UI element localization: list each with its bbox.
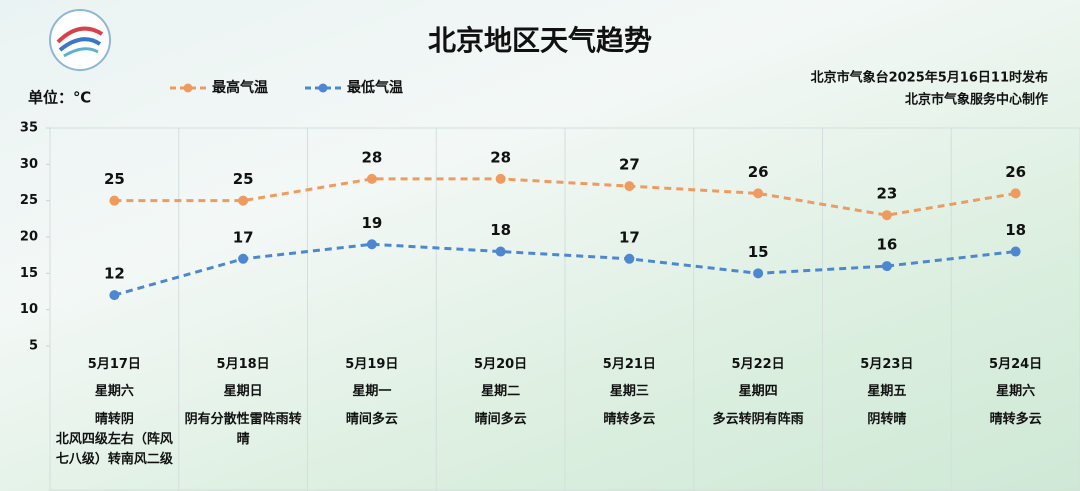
data-label: 18 bbox=[1005, 221, 1026, 239]
publisher: 北京市气象台2025年5月16日11时发布 bbox=[811, 70, 1048, 86]
logo bbox=[49, 9, 111, 71]
data-label: 25 bbox=[104, 170, 125, 188]
data-label: 17 bbox=[619, 228, 640, 246]
y-tick-label: 30 bbox=[20, 157, 38, 172]
data-label: 25 bbox=[233, 170, 254, 188]
weekday-label: 星期日 bbox=[223, 384, 263, 399]
point bbox=[1010, 188, 1021, 199]
y-tick-label: 25 bbox=[20, 193, 38, 208]
point bbox=[881, 210, 892, 221]
point bbox=[366, 173, 377, 184]
data-label: 19 bbox=[361, 214, 382, 232]
data-label: 15 bbox=[748, 243, 769, 261]
data-label: 28 bbox=[490, 148, 511, 166]
point bbox=[109, 290, 120, 301]
publisher: 北京市气象服务中心制作 bbox=[905, 92, 1048, 108]
point bbox=[495, 246, 506, 257]
weekday-label: 星期一 bbox=[352, 384, 392, 399]
y-tick-label: 10 bbox=[20, 302, 38, 317]
x-tick-label: 5月19日 bbox=[345, 357, 399, 372]
legend-marker bbox=[183, 83, 193, 93]
weather-label: 阴转晴 bbox=[867, 412, 907, 427]
weekday-label: 星期六 bbox=[996, 384, 1036, 399]
data-label: 18 bbox=[490, 221, 511, 239]
data-label: 26 bbox=[1005, 163, 1026, 181]
data-label: 23 bbox=[876, 185, 897, 203]
data-label: 26 bbox=[748, 163, 769, 181]
series-line bbox=[113, 242, 1016, 297]
weather-label: 北风四级左右（阵风七八级）转南风二级 bbox=[55, 432, 173, 467]
weather-label: 晴间多云 bbox=[345, 412, 398, 427]
weekday-label: 星期六 bbox=[94, 384, 134, 399]
point bbox=[624, 253, 635, 264]
y-tick-label: 5 bbox=[29, 339, 38, 354]
point bbox=[366, 239, 377, 250]
data-label: 17 bbox=[233, 228, 254, 246]
point bbox=[1010, 246, 1021, 257]
x-tick-label: 5月24日 bbox=[989, 357, 1043, 372]
point bbox=[238, 253, 249, 264]
legend-label: 最低气温 bbox=[347, 79, 403, 96]
point bbox=[238, 195, 249, 206]
weather-label: 晴转阴 bbox=[94, 412, 134, 427]
weekday-label: 星期三 bbox=[609, 384, 649, 399]
x-tick-label: 5月23日 bbox=[860, 357, 914, 372]
x-tick-label: 5月18日 bbox=[216, 357, 270, 372]
data-label: 28 bbox=[361, 148, 382, 166]
point bbox=[109, 195, 120, 206]
point bbox=[881, 261, 892, 272]
unit-label: 单位：℃ bbox=[28, 89, 91, 107]
weather-label: 多云转阴有阵雨 bbox=[712, 412, 804, 427]
point bbox=[624, 181, 635, 192]
data-label: 12 bbox=[104, 265, 125, 283]
point bbox=[753, 268, 764, 279]
x-tick-label: 5月22日 bbox=[731, 357, 785, 372]
legend-label: 最高气温 bbox=[212, 79, 268, 96]
y-tick-label: 35 bbox=[20, 121, 38, 136]
weekday-label: 星期五 bbox=[867, 384, 907, 399]
y-tick-label: 15 bbox=[20, 266, 38, 281]
x-tick-label: 5月20日 bbox=[474, 357, 528, 372]
chart-title: 北京地区天气趋势 bbox=[428, 24, 652, 57]
point bbox=[753, 188, 764, 199]
x-tick-label: 5月17日 bbox=[87, 357, 141, 372]
data-label: 16 bbox=[876, 236, 897, 254]
weekday-label: 星期二 bbox=[481, 384, 521, 399]
series-line bbox=[114, 177, 1016, 217]
weekday-label: 星期四 bbox=[738, 384, 778, 399]
weather-label: 阴有分散性雷阵雨转晴 bbox=[184, 412, 302, 447]
data-label: 27 bbox=[619, 156, 640, 174]
y-tick-label: 20 bbox=[20, 230, 38, 245]
weather-label: 晴间多云 bbox=[474, 412, 527, 427]
legend-marker bbox=[318, 83, 328, 93]
point bbox=[495, 173, 506, 184]
weather-label: 晴转多云 bbox=[603, 412, 656, 427]
x-tick-label: 5月21日 bbox=[602, 357, 656, 372]
weather-label: 晴转多云 bbox=[989, 412, 1042, 427]
